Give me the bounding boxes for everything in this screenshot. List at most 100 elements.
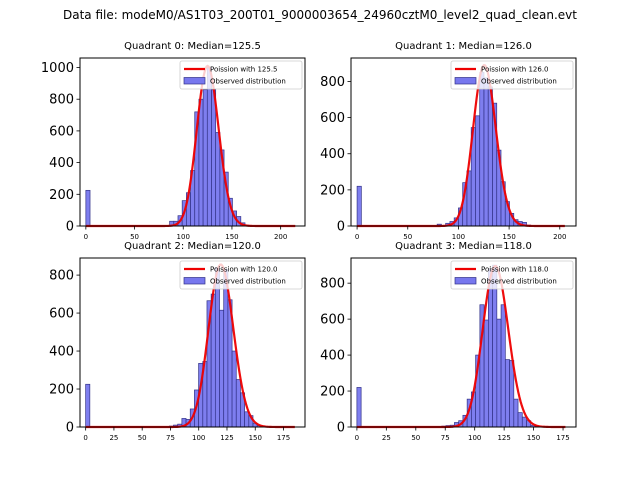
y-tick-label: 400 (49, 345, 74, 360)
histogram-bar (517, 412, 523, 428)
y-tick-label: 200 (320, 183, 345, 198)
y-tick-label: 0 (337, 421, 345, 436)
histogram-bar (500, 304, 506, 428)
histogram-bar (479, 72, 485, 227)
histogram-bar (483, 319, 489, 428)
legend-label-poisson: Poission with 126.0 (481, 66, 549, 74)
x-tick-label: 50 (411, 434, 420, 442)
y-tick-label: 800 (320, 75, 345, 90)
x-tick-label: 125 (220, 434, 233, 442)
subplot-title: Quadrant 3: Median=118.0 (395, 241, 532, 252)
axes-frame (79, 257, 306, 428)
x-tick-label: 200 (553, 233, 566, 241)
histogram-bar (488, 268, 493, 428)
histogram-bar (483, 77, 489, 227)
x-tick-label: 75 (166, 434, 175, 442)
legend: Poission with 126.0 Observed distribution (450, 60, 574, 90)
x-tick-label: 100 (192, 434, 205, 442)
histogram-bar (356, 387, 362, 428)
histogram-bar (231, 350, 237, 428)
y-tick-label: 800 (49, 93, 74, 108)
x-tick-label: 200 (274, 233, 287, 241)
legend-label-observed: Observed distribution (210, 278, 286, 286)
histogram-bar (487, 86, 493, 227)
y-tick-label: 400 (49, 156, 74, 171)
histogram-bar (496, 318, 502, 428)
legend-bar-swatch (183, 277, 206, 285)
subplot-quadrant-0: Quadrant 0: Median=125.5 0 200 400 600 800 100… (41, 41, 306, 241)
axes-frame (350, 257, 577, 428)
histogram-bar (214, 267, 220, 428)
histogram-bar (215, 132, 221, 227)
legend-box (450, 260, 574, 290)
legend: Poission with 120.0 Observed distribution (179, 260, 303, 290)
histogram-bar (475, 115, 481, 227)
histogram-bar (513, 398, 519, 428)
y-tick-label: 0 (66, 220, 74, 235)
histogram-bar (210, 293, 216, 428)
subplot-quadrant-2: Quadrant 2: Median=120.0 0 200 400 600 800 0 25… (49, 241, 306, 442)
histogram-bars (85, 67, 250, 227)
x-tick-label: 0 (84, 233, 88, 241)
histogram-bar (198, 98, 204, 227)
y-tick-label: 0 (337, 220, 345, 235)
legend-label-poisson: Poission with 125.5 (210, 66, 278, 74)
y-tick-label: 0 (66, 421, 74, 436)
x-tick-label: 150 (502, 233, 515, 241)
histogram-bar (356, 185, 362, 227)
histogram-bar (492, 264, 498, 428)
legend-label-observed: Observed distribution (481, 78, 557, 86)
legend-bar-swatch (183, 77, 206, 85)
subplot-title: Quadrant 1: Median=126.0 (395, 41, 532, 52)
y-tick-label: 800 (320, 277, 345, 292)
poisson-curve (356, 264, 566, 429)
x-tick-label: 25 (382, 434, 391, 442)
histogram-bar (211, 89, 217, 227)
figure-suptitle: Data file: modeM0/AS1T03_200T01_90000036… (63, 8, 577, 22)
x-tick-label: 50 (138, 434, 147, 442)
histogram-bar (202, 89, 208, 227)
y-tick-label: 400 (320, 349, 345, 364)
histogram-bar (235, 379, 241, 428)
legend-box (179, 60, 303, 90)
x-tick-label: 125 (497, 434, 510, 442)
y-tick-label: 800 (49, 269, 74, 284)
y-tick-label: 600 (320, 111, 345, 126)
axes-frame (79, 57, 306, 227)
legend-label-observed: Observed distribution (481, 278, 557, 286)
y-tick-label: 1000 (41, 61, 74, 76)
y-tick-label: 400 (320, 147, 345, 162)
histogram-bars (356, 264, 540, 428)
x-tick-label: 150 (225, 233, 238, 241)
x-tick-label: 0 (355, 434, 359, 442)
y-tick-label: 200 (49, 383, 74, 398)
legend-label-poisson: Poission with 118.0 (481, 266, 549, 274)
histogram-bar (521, 416, 527, 428)
y-tick-label: 600 (49, 307, 74, 322)
subplot-title: Quadrant 2: Median=120.0 (124, 241, 261, 252)
histogram-bar (219, 309, 225, 428)
histogram-bar (504, 359, 510, 428)
x-tick-label: 175 (277, 434, 290, 442)
legend: Poission with 125.5 Observed distribution (179, 60, 303, 90)
x-tick-label: 100 (452, 233, 465, 241)
x-tick-label: 0 (83, 434, 87, 442)
axes-frame (350, 57, 577, 227)
histogram-bar (206, 67, 212, 227)
x-tick-label: 175 (556, 434, 569, 442)
legend: Poission with 118.0 Observed distribution (450, 260, 574, 290)
x-tick-label: 50 (130, 233, 139, 241)
x-tick-label: 0 (355, 233, 359, 241)
legend-label-observed: Observed distribution (210, 78, 286, 86)
x-tick-label: 25 (109, 434, 118, 442)
x-tick-label: 150 (527, 434, 540, 442)
y-tick-label: 600 (320, 313, 345, 328)
y-tick-label: 200 (320, 385, 345, 400)
histogram-bars (85, 267, 266, 428)
histogram-bar (244, 411, 250, 428)
x-tick-label: 75 (441, 434, 450, 442)
subplot-quadrant-3: Quadrant 3: Median=118.0 0 200 400 600 800 0 25… (320, 241, 577, 442)
x-tick-label: 50 (403, 233, 412, 241)
histogram-bar (85, 189, 91, 227)
